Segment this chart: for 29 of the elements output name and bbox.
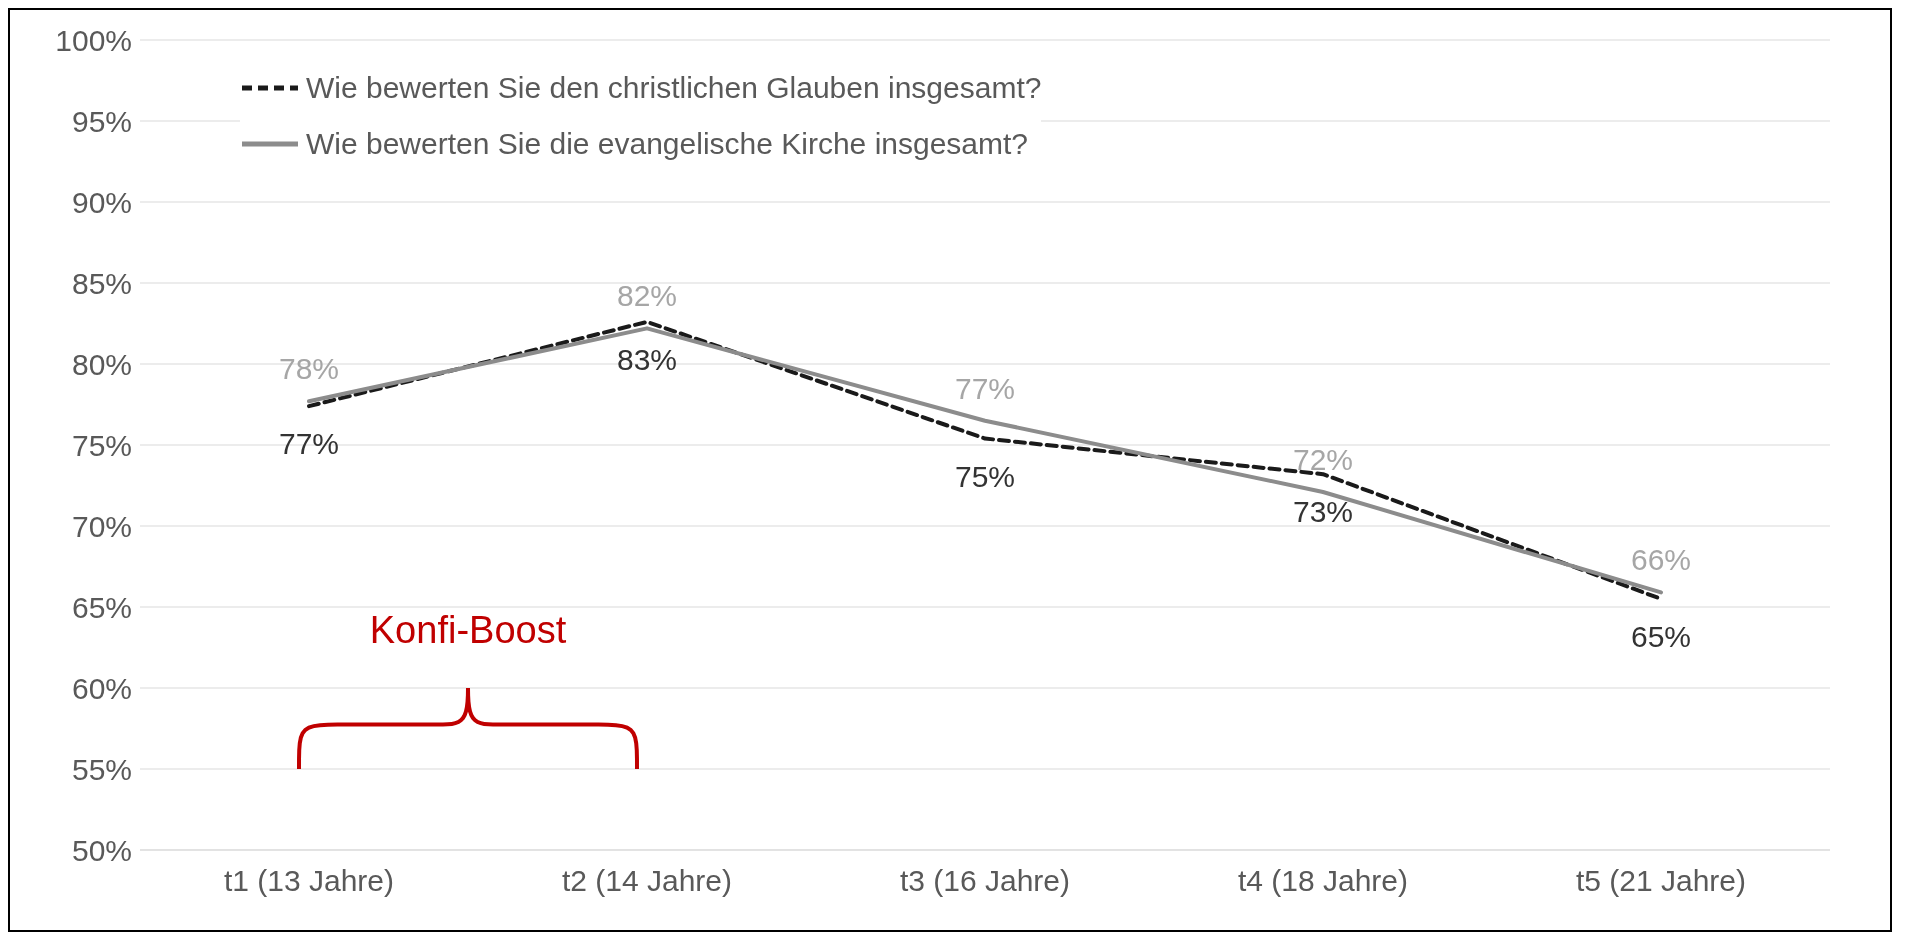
y-tick-label: 60% xyxy=(71,671,132,705)
y-tick-label: 100% xyxy=(55,23,132,57)
data-label: 82% xyxy=(616,279,678,313)
data-label: 78% xyxy=(278,352,340,386)
y-tick-label: 75% xyxy=(71,428,132,462)
y-tick-label: 70% xyxy=(71,509,132,543)
y-tick-label: 90% xyxy=(71,185,132,219)
data-label: 65% xyxy=(1630,619,1692,653)
y-tick-label: 80% xyxy=(71,347,132,381)
annotation: Konfi-Boost xyxy=(369,609,567,651)
y-tick-label: 50% xyxy=(71,833,132,867)
data-label: 77% xyxy=(278,427,340,461)
data-label: 73% xyxy=(1292,495,1354,529)
x-tick-label: t2 (14 Jahre) xyxy=(561,864,733,898)
legend-label: Wie bewerten Sie die evangelische Kirche insgesamt? xyxy=(306,126,1029,162)
data-label: 77% xyxy=(954,371,1016,405)
data-label: 75% xyxy=(954,459,1016,493)
legend-label: Wie bewerten Sie den christlichen Glauben insgesamt? xyxy=(306,70,1042,106)
x-tick-label: t5 (21 Jahre) xyxy=(1575,864,1747,898)
y-tick-label: 85% xyxy=(71,266,132,300)
y-tick-label: 55% xyxy=(71,752,132,786)
y-tick-label: 65% xyxy=(71,590,132,624)
y-tick-label: 95% xyxy=(71,104,132,138)
x-tick-label: t1 (13 Jahre) xyxy=(223,864,395,898)
data-label: 66% xyxy=(1630,543,1692,577)
data-label: 83% xyxy=(616,342,678,376)
x-tick-label: t3 (16 Jahre) xyxy=(899,864,1071,898)
data-label: 72% xyxy=(1292,442,1354,476)
x-tick-label: t4 (18 Jahre) xyxy=(1237,864,1409,898)
